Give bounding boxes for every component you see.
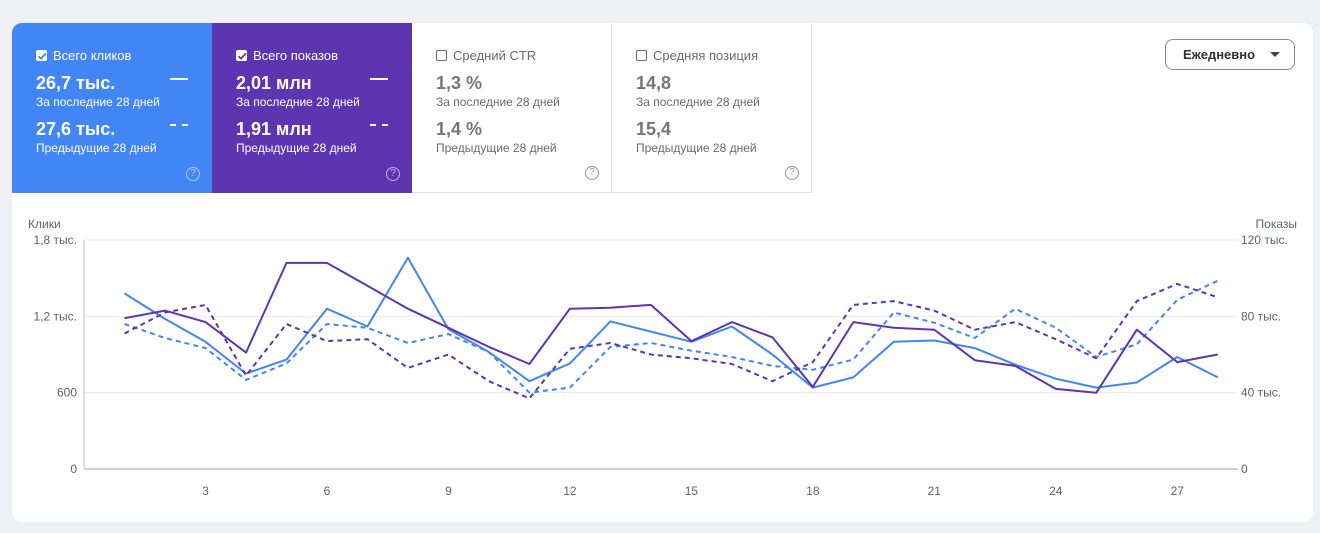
metric-card-position[interactable]: Средняя позиция 14,8 За последние 28 дне… — [612, 23, 812, 193]
help-icon[interactable]: ? — [785, 166, 799, 180]
metric-label: Всего кликов — [53, 47, 132, 63]
impressions-solid-series-line — [124, 261, 1218, 394]
metric-card-ctr[interactable]: Средний CTR 1,3 % За последние 28 дней 1… — [412, 23, 612, 193]
metric-current-value: 26,7 тыс. — [36, 73, 116, 93]
metric-label: Средняя позиция — [653, 47, 759, 63]
granularity-dropdown[interactable]: Ежедневно — [1165, 39, 1295, 70]
clicks-dashed-series-line — [124, 279, 1219, 394]
left-axis-tick-label: 1,2 тыс. — [34, 309, 77, 323]
help-icon[interactable]: ? — [585, 166, 599, 180]
metric-previous-value: 15,4 — [636, 119, 672, 139]
checkbox-checked-icon[interactable] — [236, 49, 247, 61]
metric-card-impressions[interactable]: Всего показов 2,01 млн За последние 28 д… — [212, 23, 412, 193]
metric-previous-value: 27,6 тыс. — [36, 119, 116, 139]
performance-panel: Всего кликов 26,7 тыс. За последние 28 д… — [12, 23, 1313, 522]
caret-down-icon — [1270, 52, 1280, 57]
left-axis-title: Клики — [28, 217, 61, 231]
metric-current-period: За последние 28 дней — [636, 95, 760, 109]
solid-line-legend-icon — [370, 78, 388, 80]
x-axis-tick-label: 21 — [928, 484, 942, 498]
x-axis-tick-label: 12 — [563, 484, 577, 498]
right-axis-tick-label: 40 тыс. — [1241, 386, 1281, 400]
metric-label: Средний CTR — [453, 47, 537, 63]
metric-previous-period: Предыдущие 28 дней — [636, 141, 757, 155]
right-axis-tick-label: 120 тыс. — [1241, 233, 1288, 247]
right-axis-tick-label: 80 тыс. — [1241, 309, 1281, 323]
right-axis-tick-label: 0 — [1241, 462, 1248, 476]
x-axis-tick-label: 27 — [1171, 484, 1185, 498]
metric-current-value: 1,3 % — [436, 73, 483, 93]
metric-previous-period: Предыдущие 28 дней — [236, 141, 357, 155]
right-axis-title: Показы — [1256, 217, 1297, 231]
metric-current-period: За последние 28 дней — [36, 95, 160, 109]
granularity-value: Ежедневно — [1183, 47, 1256, 62]
help-icon[interactable]: ? — [386, 167, 400, 181]
checkbox-checked-icon[interactable] — [36, 49, 47, 61]
x-axis-tick-label: 3 — [202, 484, 209, 498]
dashed-line-legend-icon — [370, 124, 388, 126]
metric-card-clicks[interactable]: Всего кликов 26,7 тыс. За последние 28 д… — [12, 23, 212, 193]
dashed-line-legend-icon — [170, 124, 188, 126]
clicks-solid-series-line — [123, 256, 1219, 389]
metric-previous-period: Предыдущие 28 дней — [36, 141, 157, 155]
x-axis-tick-label: 6 — [324, 484, 331, 498]
checkbox-unchecked-icon[interactable] — [636, 49, 647, 61]
help-icon[interactable]: ? — [186, 167, 200, 181]
metric-label: Всего показов — [253, 47, 338, 63]
metric-current-value: 14,8 — [636, 73, 672, 93]
metric-current-period: За последние 28 дней — [436, 95, 560, 109]
left-axis-tick-label: 1,8 тыс. — [34, 233, 77, 247]
impressions-dashed-series-line — [124, 282, 1219, 400]
checkbox-unchecked-icon[interactable] — [436, 49, 447, 61]
performance-chart: 0 600 1,2 тыс. 1,8 тыс. 0 40 тыс. 80 тыс. 120 т… — [28, 217, 1297, 498]
x-axis-tick-label: 18 — [806, 484, 820, 498]
x-axis-tick-label: 24 — [1049, 484, 1063, 498]
solid-line-legend-icon — [170, 78, 188, 80]
left-axis-tick-label: 600 — [57, 386, 77, 400]
metric-current-period: За последние 28 дней — [236, 95, 360, 109]
metric-current-value: 2,01 млн — [236, 73, 312, 93]
x-axis-tick-label: 15 — [685, 484, 699, 498]
metric-previous-value: 1,91 млн — [236, 119, 312, 139]
metric-previous-period: Предыдущие 28 дней — [436, 141, 557, 155]
metric-previous-value: 1,4 % — [436, 119, 483, 139]
left-axis-tick-label: 0 — [70, 462, 77, 476]
x-axis-tick-label: 9 — [445, 484, 452, 498]
